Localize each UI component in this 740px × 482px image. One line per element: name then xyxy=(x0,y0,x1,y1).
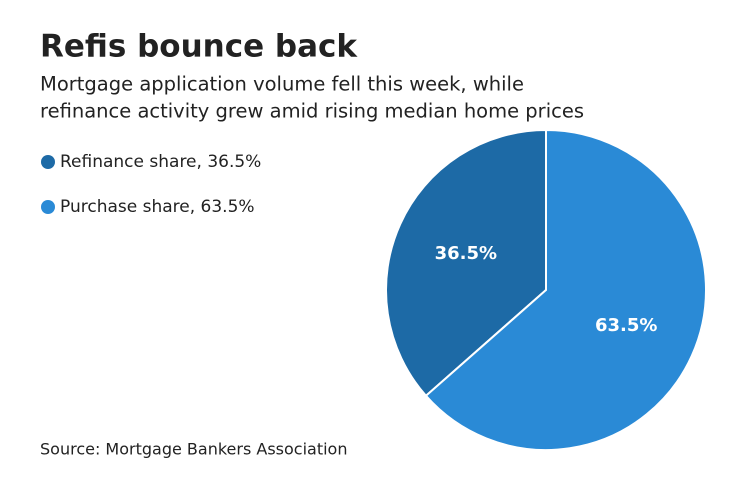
chart-subtitle: Mortgage application volume fell this we… xyxy=(40,73,524,96)
value-label: 63.5% xyxy=(595,315,657,336)
chart-subtitle: refinance activity grew amid rising medi… xyxy=(40,100,584,123)
value-label: 36.5% xyxy=(435,243,497,264)
legend-label: Refinance share, 36.5% xyxy=(60,152,261,172)
legend-marker xyxy=(41,155,55,169)
chart-title: Refis bounce back xyxy=(40,29,358,65)
legend-marker xyxy=(41,200,55,214)
pie-slice xyxy=(385,128,547,398)
legend-label: Purchase share, 63.5% xyxy=(60,197,255,217)
source-note: Source: Mortgage Bankers Association xyxy=(40,440,347,459)
pie-slice xyxy=(424,128,707,451)
